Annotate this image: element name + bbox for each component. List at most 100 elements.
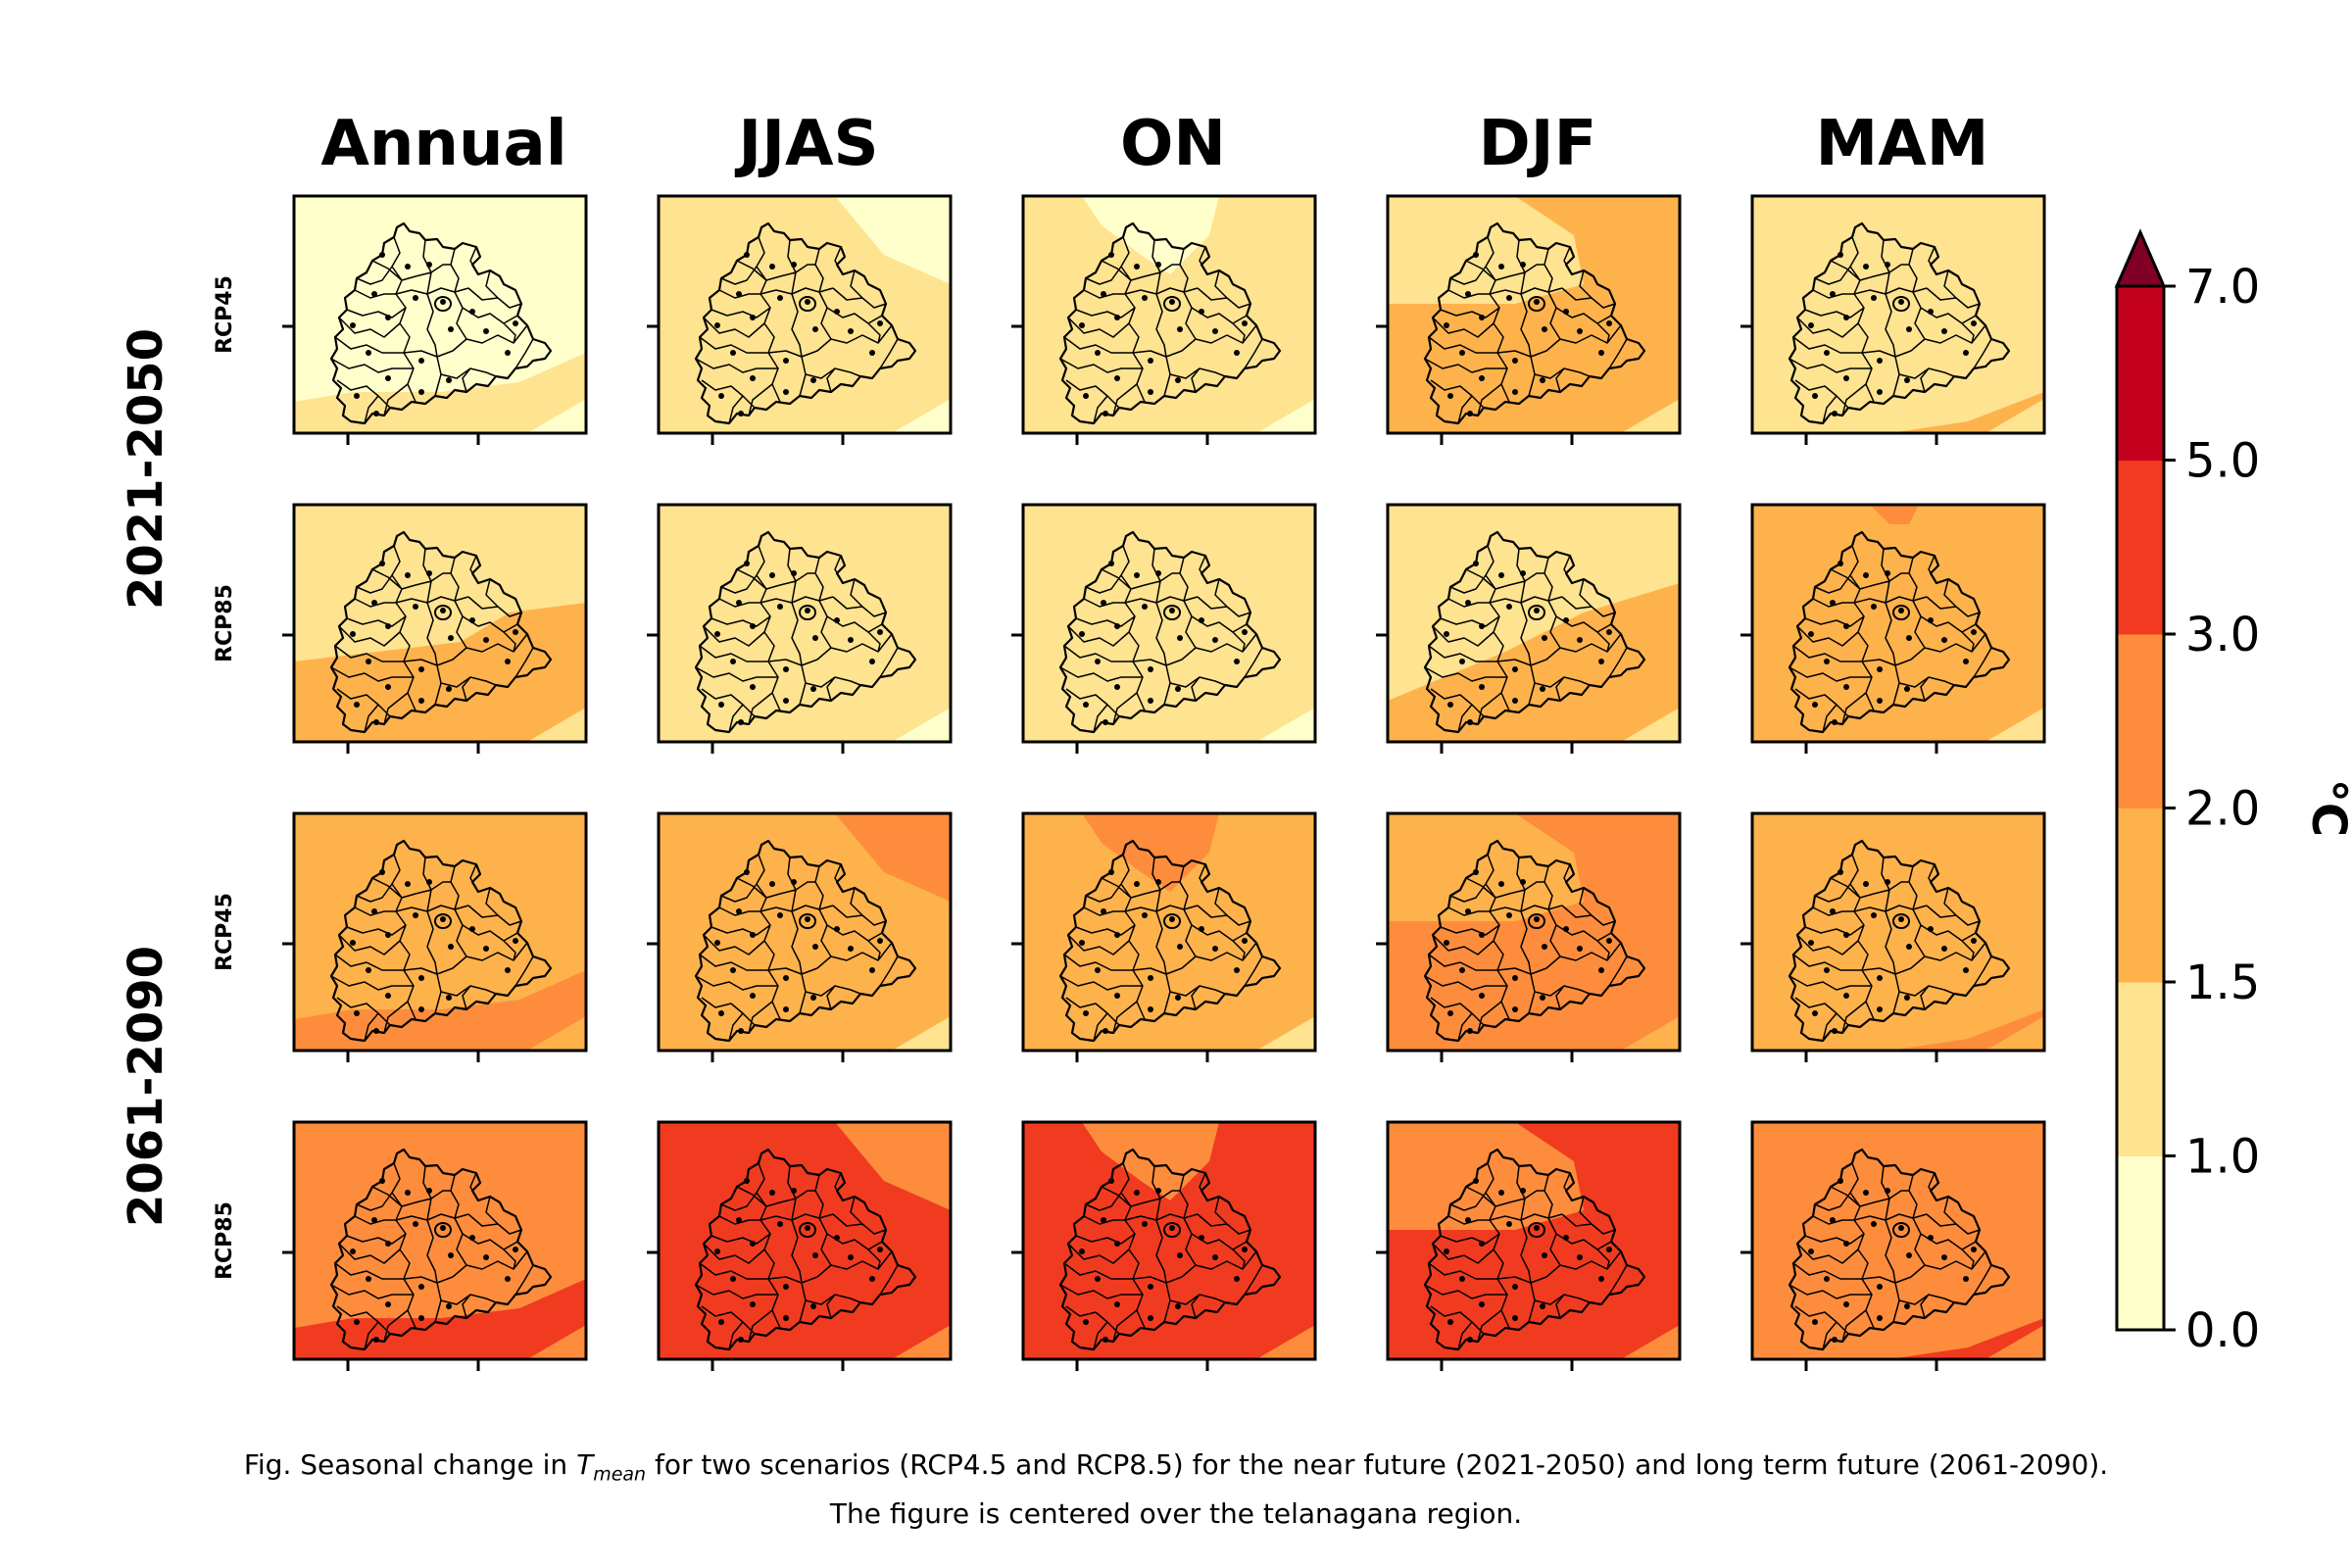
panel-contour-region bbox=[1870, 505, 1919, 524]
panel-frame bbox=[292, 503, 588, 744]
panel-frame bbox=[1021, 1120, 1317, 1361]
map-panel-r3-c5 bbox=[1740, 811, 2046, 1062]
map-panel-r3-c2 bbox=[647, 811, 953, 1062]
panel-corner-contour bbox=[1985, 399, 2044, 433]
period-label: 2061-2090 bbox=[119, 946, 173, 1227]
panel-corner-contour bbox=[1256, 1016, 1315, 1051]
caption-prefix: Fig. Seasonal change in bbox=[243, 1448, 577, 1481]
map-panel-r1-c3 bbox=[1011, 194, 1317, 445]
panel-corner-contour bbox=[1985, 708, 2044, 742]
panel-corner-contour bbox=[1985, 1016, 2044, 1051]
map-panel-r1-c4 bbox=[1376, 194, 1682, 445]
panel-frame bbox=[1386, 503, 1682, 744]
panel-contour-region bbox=[1388, 813, 1584, 921]
row-labels: RCP45 RCP85 RCP45 RCP85 2021-2050 2061-2090 bbox=[119, 275, 237, 1280]
panel-contour-region bbox=[659, 196, 951, 284]
map-panel-r4-c1 bbox=[282, 1120, 588, 1371]
colorbar-tick-label: 1.0 bbox=[2185, 1130, 2260, 1185]
colorbar-segment bbox=[2117, 460, 2164, 635]
scenario-label: RCP85 bbox=[213, 1201, 237, 1280]
map-panel-r2-c2 bbox=[647, 503, 953, 754]
colorbar-tick-label: 5.0 bbox=[2185, 434, 2260, 489]
colorbar-tick-label: 3.0 bbox=[2185, 608, 2260, 662]
colorbar-segment bbox=[2117, 808, 2164, 983]
panel-frame bbox=[657, 194, 953, 435]
panel-corner-contour bbox=[1621, 708, 1680, 742]
map-panel-r1-c1 bbox=[282, 194, 588, 445]
colorbar-segment bbox=[2117, 1155, 2164, 1331]
scenario-label: RCP45 bbox=[213, 275, 237, 354]
map-panel-r2-c5 bbox=[1740, 503, 2046, 754]
map-panel-r1-c2 bbox=[647, 194, 953, 445]
panel-contour-region bbox=[294, 505, 586, 662]
panel-contour-region bbox=[1752, 196, 2044, 433]
map-panel-r3-c3 bbox=[1011, 811, 1317, 1062]
caption-line-1: Fig. Seasonal change in Tmean for two sc… bbox=[0, 1446, 2352, 1494]
panel-frame bbox=[1386, 194, 1682, 435]
panel-contour-region bbox=[659, 813, 951, 902]
map-panel-r2-c4 bbox=[1376, 503, 1682, 754]
map-panel-r4-c3 bbox=[1011, 1120, 1317, 1371]
panel-corner-contour bbox=[892, 399, 951, 433]
caption-rest: for two scenarios (RCP4.5 and RCP8.5) fo… bbox=[646, 1448, 2109, 1481]
panel-corner-contour bbox=[1256, 1325, 1315, 1359]
panel-frame bbox=[1750, 1120, 2046, 1361]
panel-frame bbox=[292, 811, 588, 1053]
panel-contour-region bbox=[1388, 196, 1584, 304]
map-panel-r2-c3 bbox=[1011, 503, 1317, 754]
panel-corner-contour bbox=[1256, 708, 1315, 742]
panel-corner-contour bbox=[892, 708, 951, 742]
colorbar-unit-label: °C bbox=[2301, 779, 2352, 837]
caption-variable-symbol: T bbox=[576, 1448, 594, 1481]
colorbar-segment bbox=[2117, 286, 2164, 461]
panel-frame bbox=[1750, 194, 2046, 435]
colorbar-tick-label: 1.5 bbox=[2185, 956, 2260, 1010]
map-panel-r4-c2 bbox=[647, 1120, 953, 1371]
panel-corner-contour bbox=[1256, 399, 1315, 433]
panel-corner-contour bbox=[1621, 1325, 1680, 1359]
panel-frame bbox=[1021, 503, 1317, 744]
panel-frame bbox=[657, 811, 953, 1053]
caption-variable: Tmean bbox=[576, 1448, 646, 1486]
panel-frame bbox=[292, 1120, 588, 1361]
column-title-mam: MAM bbox=[1816, 108, 1989, 180]
map-panel-grid bbox=[282, 194, 2046, 1371]
panel-frame bbox=[1021, 194, 1317, 435]
colorbar-extend-arrow bbox=[2114, 228, 2167, 288]
panel-frame bbox=[1021, 811, 1317, 1053]
panel-contour-region bbox=[1752, 1122, 2044, 1359]
panel-corner-contour bbox=[1621, 1016, 1680, 1051]
panel-contour-region bbox=[1388, 505, 1680, 701]
period-label: 2021-2050 bbox=[119, 328, 173, 610]
figure-caption: Fig. Seasonal change in Tmean for two sc… bbox=[0, 1446, 2352, 1534]
colorbar-tick-label: 2.0 bbox=[2185, 782, 2260, 837]
panel-corner-contour bbox=[892, 1325, 951, 1359]
column-title-on: ON bbox=[1120, 108, 1226, 180]
colorbar: 0.0 1.0 1.5 2.0 3.0 5.0 7.0 °C bbox=[2114, 228, 2352, 1358]
column-title-jjas: JJAS bbox=[734, 108, 878, 180]
panel-corner-contour bbox=[527, 1325, 586, 1359]
column-titles: Annual JJAS ON DJF MAM bbox=[320, 108, 1988, 180]
colorbar-segment bbox=[2117, 634, 2164, 808]
panel-corner-contour bbox=[892, 1016, 951, 1051]
map-panel-r2-c1 bbox=[282, 503, 588, 754]
map-panel-r3-c4 bbox=[1376, 811, 1682, 1062]
panel-frame bbox=[1386, 811, 1682, 1053]
map-panel-r4-c5 bbox=[1740, 1120, 2046, 1371]
colorbar-segment bbox=[2117, 982, 2164, 1156]
panel-contour-region bbox=[659, 1122, 951, 1210]
panel-contour-region bbox=[1752, 813, 2044, 1051]
panel-frame bbox=[657, 1120, 953, 1361]
scenario-label: RCP45 bbox=[213, 893, 237, 971]
panel-contour-region bbox=[1388, 1122, 1584, 1230]
map-panel-r1-c5 bbox=[1740, 194, 2046, 445]
column-title-annual: Annual bbox=[320, 108, 566, 180]
panel-frame bbox=[292, 194, 588, 435]
panel-corner-contour bbox=[1621, 399, 1680, 433]
map-panel-r4-c4 bbox=[1376, 1120, 1682, 1371]
panel-frame bbox=[1750, 811, 2046, 1053]
panel-corner-contour bbox=[527, 399, 586, 433]
colorbar-tick-label: 7.0 bbox=[2185, 260, 2260, 315]
caption-line-2: The figure is centered over the telanaga… bbox=[829, 1496, 1523, 1530]
